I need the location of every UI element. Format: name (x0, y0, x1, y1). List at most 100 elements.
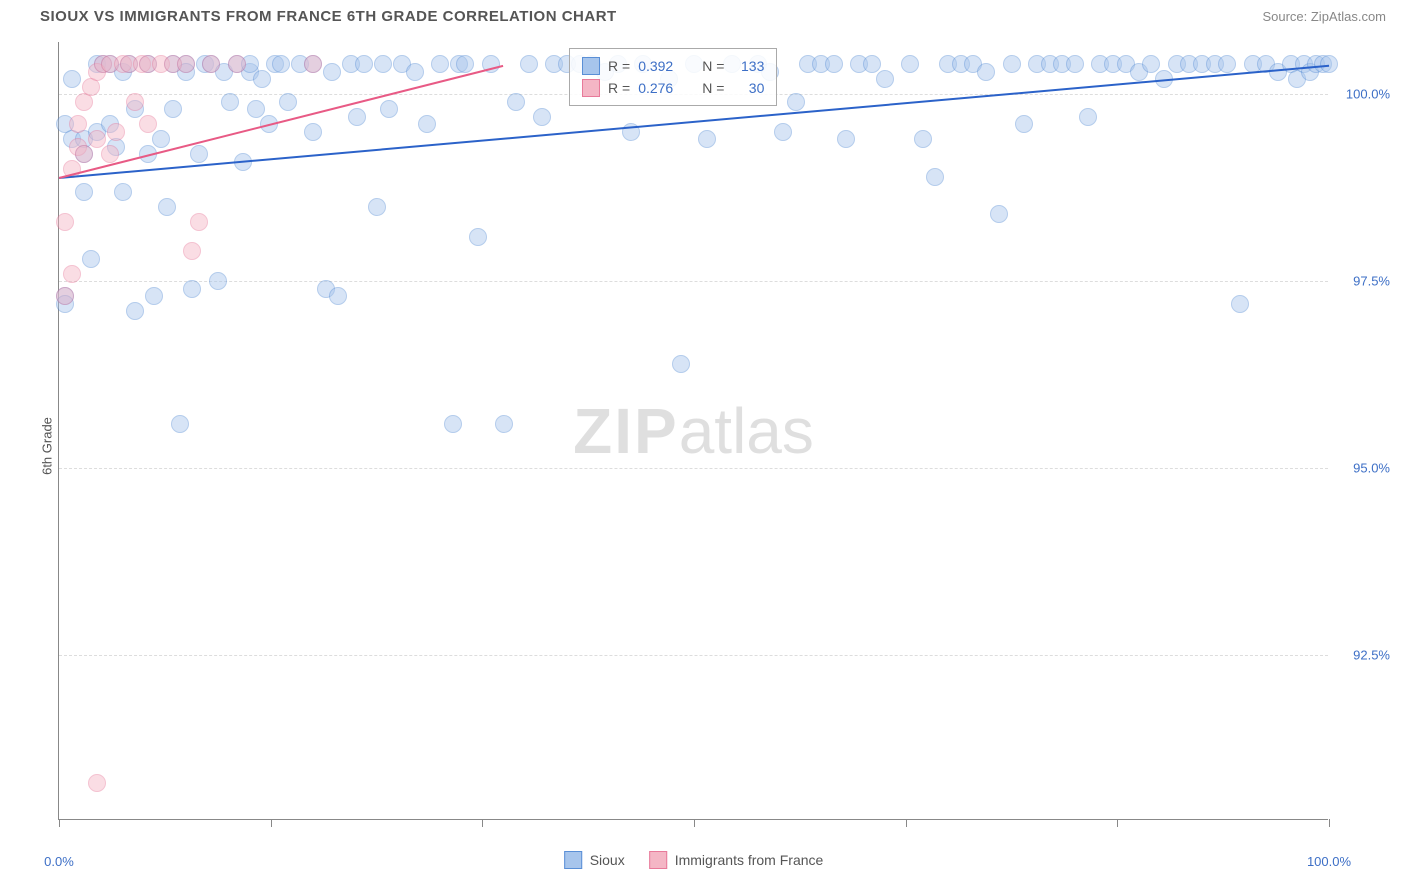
x-tick (694, 819, 695, 827)
data-point (209, 272, 227, 290)
legend-label: Immigrants from France (675, 852, 824, 868)
data-point (253, 70, 271, 88)
data-point (374, 55, 392, 73)
legend-label: Sioux (590, 852, 625, 868)
data-point (348, 108, 366, 126)
page-title: SIOUX VS IMMIGRANTS FROM FRANCE 6TH GRAD… (40, 8, 617, 25)
data-point (56, 287, 74, 305)
data-point (228, 55, 246, 73)
y-tick-label: 100.0% (1346, 87, 1390, 102)
grid-line (59, 281, 1328, 282)
data-point (152, 130, 170, 148)
x-tick-label: 0.0% (44, 854, 74, 869)
data-point (202, 55, 220, 73)
series-legend: Sioux Immigrants from France (564, 851, 824, 869)
data-point (368, 198, 386, 216)
data-point (507, 93, 525, 111)
trend-line (59, 64, 504, 178)
data-point (304, 123, 322, 141)
data-point (329, 287, 347, 305)
data-point (1142, 55, 1160, 73)
data-point (101, 145, 119, 163)
data-point (418, 115, 436, 133)
watermark: ZIPatlas (573, 394, 814, 468)
data-point (171, 415, 189, 433)
grid-line (59, 468, 1328, 469)
data-point (190, 145, 208, 163)
data-point (247, 100, 265, 118)
data-point (533, 108, 551, 126)
data-point (469, 228, 487, 246)
correlation-legend: R =0.392N =133R =0.276N =30 (569, 48, 777, 106)
data-point (380, 100, 398, 118)
legend-swatch (564, 851, 582, 869)
legend-item: Immigrants from France (649, 851, 824, 869)
data-point (990, 205, 1008, 223)
x-tick (59, 819, 60, 827)
data-point (75, 183, 93, 201)
legend-swatch (582, 79, 600, 97)
legend-row: R =0.392N =133 (582, 55, 764, 77)
data-point (431, 55, 449, 73)
data-point (901, 55, 919, 73)
data-point (787, 93, 805, 111)
data-point (75, 145, 93, 163)
data-point (456, 55, 474, 73)
data-point (164, 100, 182, 118)
data-point (863, 55, 881, 73)
y-tick-label: 92.5% (1353, 648, 1390, 663)
data-point (126, 302, 144, 320)
data-point (355, 55, 373, 73)
data-point (88, 130, 106, 148)
data-point (977, 63, 995, 81)
legend-item: Sioux (564, 851, 625, 869)
data-point (1015, 115, 1033, 133)
data-point (672, 355, 690, 373)
data-point (279, 93, 297, 111)
legend-row: R =0.276N =30 (582, 77, 764, 99)
data-point (183, 280, 201, 298)
grid-line (59, 655, 1328, 656)
data-point (1231, 295, 1249, 313)
x-tick (906, 819, 907, 827)
data-point (914, 130, 932, 148)
data-point (323, 63, 341, 81)
data-point (520, 55, 538, 73)
legend-swatch (649, 851, 667, 869)
data-point (698, 130, 716, 148)
legend-swatch (582, 57, 600, 75)
y-axis-label: 6th Grade (39, 417, 54, 475)
data-point (139, 115, 157, 133)
source-label: Source: ZipAtlas.com (1262, 9, 1386, 24)
data-point (145, 287, 163, 305)
data-point (82, 250, 100, 268)
data-point (444, 415, 462, 433)
data-point (495, 415, 513, 433)
data-point (1066, 55, 1084, 73)
data-point (114, 183, 132, 201)
data-point (88, 774, 106, 792)
y-tick-label: 95.0% (1353, 461, 1390, 476)
data-point (876, 70, 894, 88)
data-point (774, 123, 792, 141)
data-point (1003, 55, 1021, 73)
data-point (177, 55, 195, 73)
data-point (926, 168, 944, 186)
data-point (63, 265, 81, 283)
data-point (158, 198, 176, 216)
y-tick-label: 97.5% (1353, 274, 1390, 289)
x-tick (1329, 819, 1330, 827)
data-point (107, 123, 125, 141)
data-point (304, 55, 322, 73)
data-point (272, 55, 290, 73)
data-point (190, 213, 208, 231)
x-tick-label: 100.0% (1307, 854, 1351, 869)
data-point (221, 93, 239, 111)
data-point (825, 55, 843, 73)
data-point (406, 63, 424, 81)
x-tick (482, 819, 483, 827)
data-point (837, 130, 855, 148)
data-point (1079, 108, 1097, 126)
x-tick (271, 819, 272, 827)
data-point (63, 70, 81, 88)
